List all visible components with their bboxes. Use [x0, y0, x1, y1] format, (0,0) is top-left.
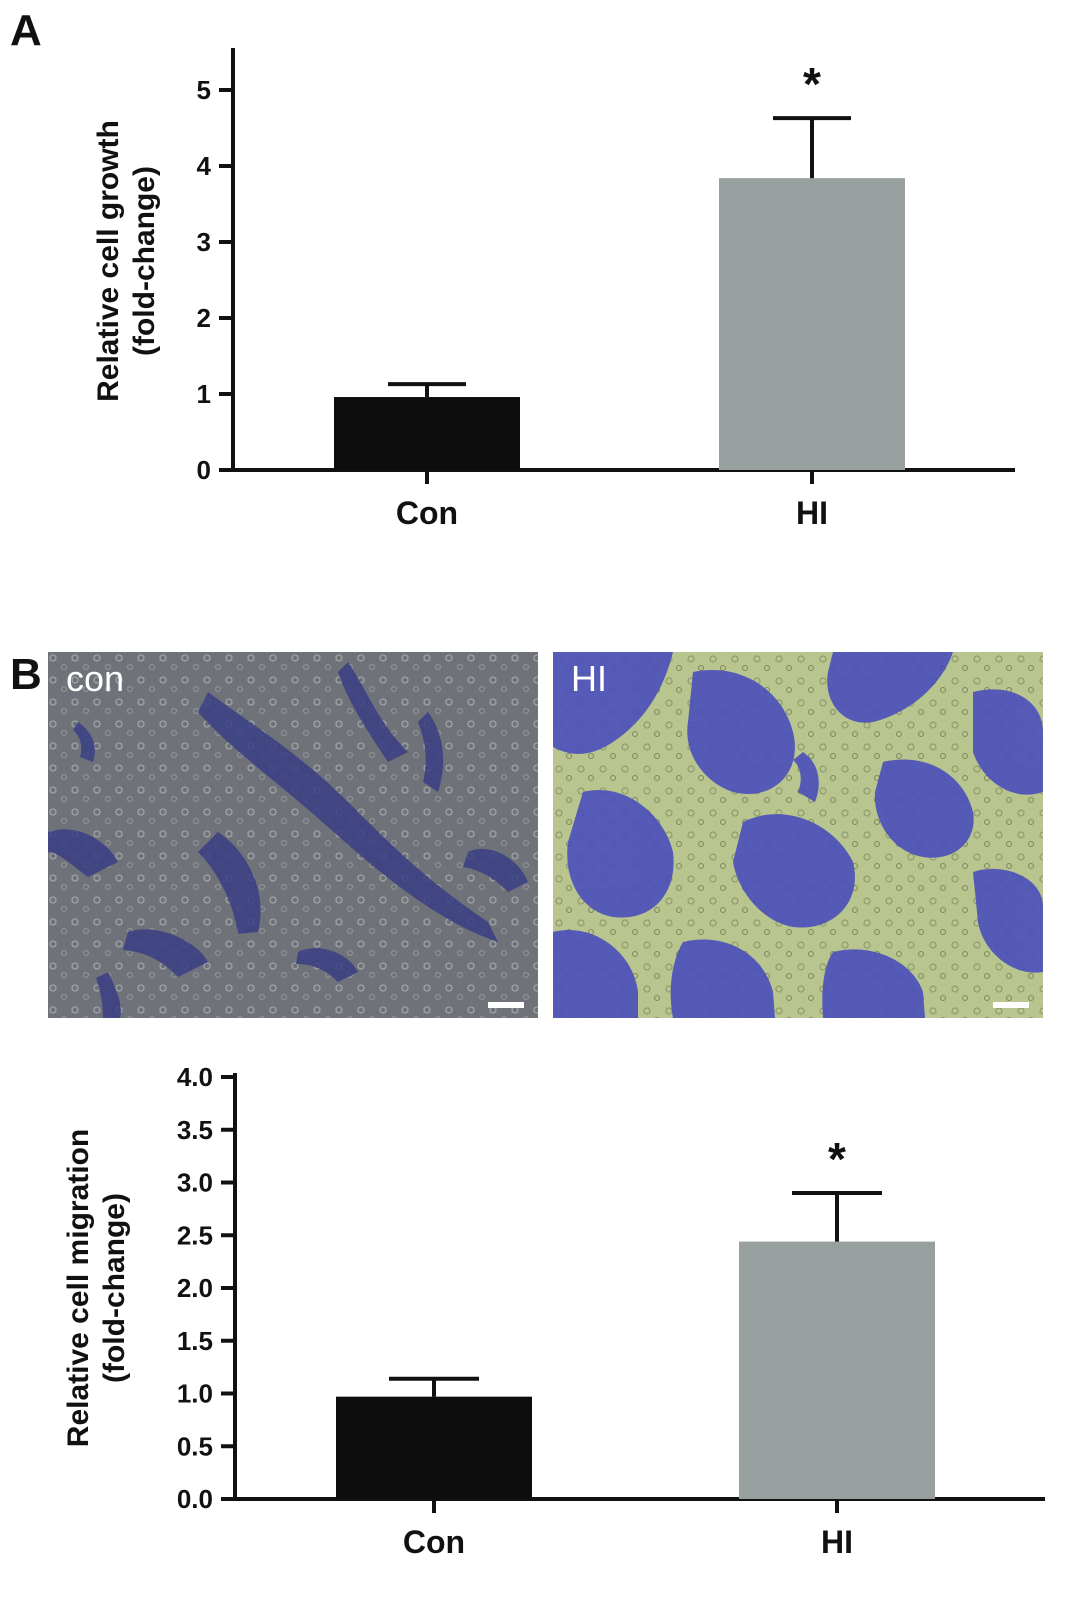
- chart-a-y-tick-label: 2: [197, 303, 211, 333]
- micrograph-con: con: [48, 652, 538, 1018]
- chart-b-y-axis-title: (fold-change): [98, 1193, 131, 1383]
- micrograph-label-hi: HI: [571, 658, 607, 699]
- micrograph-hi-image: [553, 652, 1043, 1018]
- chart-b-y-tick-label: 1.0: [177, 1379, 213, 1409]
- chart-b-y-tick-label: 3.0: [177, 1168, 213, 1198]
- chart-b-y-tick-label: 0.0: [177, 1484, 213, 1514]
- chart-a-y-tick-label: 5: [197, 75, 211, 105]
- chart-a-x-tick-label-con: Con: [396, 495, 458, 531]
- chart-a-bar-con: [334, 397, 520, 470]
- chart-b-y-tick-label: 4.0: [177, 1062, 213, 1092]
- chart-b-y-axis-title: Relative cell migration: [62, 1129, 95, 1447]
- chart-a-bar-hi: [719, 178, 905, 470]
- chart-b-x-tick-label-hi: HI: [821, 1524, 853, 1560]
- micrograph-hi: HI: [553, 652, 1043, 1018]
- chart-b-cell-migration: 0.0 0.5 1.0 1.5 2.0 2.5 3.0 3.5 4.0 Relative cell…: [62, 1062, 1045, 1560]
- chart-a-y-axis-title: Relative cell growth: [92, 120, 125, 402]
- chart-b-significance-marker: *: [828, 1133, 846, 1185]
- chart-b-y-tick-label: 0.5: [177, 1431, 213, 1461]
- chart-a-y-tick-label: 0: [197, 455, 211, 485]
- panel-letter-a: A: [10, 6, 42, 55]
- micrograph-con-image: [48, 652, 538, 1018]
- chart-b-y-tick-label: 1.5: [177, 1326, 213, 1356]
- chart-b-y-tick-label: 2.0: [177, 1273, 213, 1303]
- chart-b-y-tick-label: 2.5: [177, 1220, 213, 1250]
- micrograph-label-con: con: [66, 658, 125, 699]
- panel-letter-b: B: [10, 650, 42, 699]
- chart-b-y-tick-label: 3.5: [177, 1115, 213, 1145]
- chart-b-bar-hi: [739, 1241, 935, 1499]
- chart-a-y-tick-label: 3: [197, 227, 211, 257]
- chart-a-y-axis-title: (fold-change): [128, 166, 161, 356]
- chart-b-x-tick-label-con: Con: [403, 1524, 465, 1560]
- chart-a-y-tick-label: 4: [197, 151, 212, 181]
- chart-a-y-tick-label: 1: [197, 379, 211, 409]
- chart-a-x-tick-label-hi: HI: [796, 495, 828, 531]
- chart-a-significance-marker: *: [803, 58, 821, 110]
- chart-b-bar-con: [336, 1396, 532, 1499]
- chart-a-cell-growth: 0 1 2 3 4 5 Relative cell growth (fold-change) C…: [92, 48, 1015, 531]
